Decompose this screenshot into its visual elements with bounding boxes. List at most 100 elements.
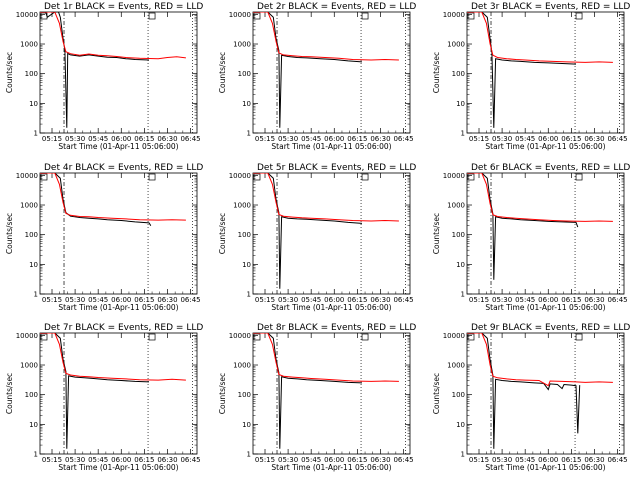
plot-frame <box>252 11 411 134</box>
x-tick-label: 06:15 <box>134 135 154 143</box>
x-tick-label: 05:45 <box>515 135 535 143</box>
panel-det-1: Det 1r BLACK = Events, RED = LLD 1 10 100 10… <box>5 2 203 151</box>
series-red <box>253 173 399 222</box>
x-tick-label: 06:45 <box>180 135 200 143</box>
x-tick-label: 05:15 <box>469 296 489 304</box>
series-black <box>253 12 363 128</box>
x-axis-label: Start Time (01-Apr-11 05:06:00) <box>485 463 605 472</box>
x-tick-label: 06:30 <box>584 456 604 464</box>
plot-frame <box>39 332 198 455</box>
plot-area <box>253 333 406 454</box>
marker-box <box>148 12 156 20</box>
y-tick-label: 10000 <box>16 332 38 340</box>
y-tick-label: 1000 <box>447 41 465 49</box>
series-red <box>40 173 186 221</box>
plot-area <box>467 333 620 454</box>
y-tick-label: 1000 <box>20 41 38 49</box>
x-tick-label: 05:30 <box>278 135 298 143</box>
x-axis-label: Start Time (01-Apr-11 05:06:00) <box>485 142 605 151</box>
y-tick-label: 1000 <box>233 202 251 210</box>
x-tick-label: 06:00 <box>111 456 131 464</box>
x-tick-label: 05:45 <box>301 456 321 464</box>
x-tick-label: 05:30 <box>65 456 85 464</box>
x-axis-label: Start Time (01-Apr-11 05:06:00) <box>271 142 391 151</box>
y-tick-label: 100 <box>25 391 38 399</box>
x-tick-label: 06:45 <box>393 296 413 304</box>
x-tick-label: 06:45 <box>607 456 627 464</box>
y-tick-label: 10000 <box>16 11 38 19</box>
x-tick-label: 06:30 <box>370 135 390 143</box>
x-tick-label: 06:30 <box>370 296 390 304</box>
corner-marker-box <box>40 333 48 341</box>
series-black <box>40 173 152 226</box>
x-axis-label: Start Time (01-Apr-11 05:06:00) <box>58 303 178 312</box>
plot-frame <box>466 332 625 455</box>
x-tick-label: 05:15 <box>255 296 275 304</box>
x-tick-label: 05:15 <box>255 456 275 464</box>
y-tick-label: 1 <box>247 291 251 299</box>
x-tick-label: 06:00 <box>324 135 344 143</box>
series-red <box>467 12 613 63</box>
x-tick-label: 06:45 <box>180 296 200 304</box>
x-tick-label: 05:30 <box>492 135 512 143</box>
x-tick-label: 05:30 <box>492 296 512 304</box>
series-black <box>40 12 150 128</box>
plot-frame <box>466 172 625 295</box>
marker-box <box>361 173 369 181</box>
x-tick-label: 06:00 <box>538 296 558 304</box>
y-tick-label: 1000 <box>20 202 38 210</box>
x-tick-label: 05:45 <box>515 296 535 304</box>
y-tick-label: 1 <box>461 291 465 299</box>
corner-marker-box <box>253 12 261 20</box>
y-tick-label: 1000 <box>20 362 38 370</box>
y-tick-label: 10000 <box>229 11 251 19</box>
panel-det-5: Det 5r BLACK = Events, RED = LLD 1 10 100 10… <box>218 163 416 312</box>
x-tick-label: 06:45 <box>393 456 413 464</box>
y-tick-label: 10 <box>456 261 465 269</box>
panel-det-3: Det 3r BLACK = Events, RED = LLD 1 10 100 10… <box>432 2 630 151</box>
y-tick-label: 100 <box>25 231 38 239</box>
x-tick-label: 05:30 <box>278 456 298 464</box>
y-tick-label: 1000 <box>233 362 251 370</box>
x-tick-label: 06:15 <box>347 456 367 464</box>
x-tick-label: 05:15 <box>42 456 62 464</box>
x-tick-label: 06:30 <box>157 296 177 304</box>
plot-frame <box>39 11 198 134</box>
y-axis-label: Counts/sec <box>432 52 441 93</box>
marker-box <box>361 333 369 341</box>
marker-box <box>575 12 583 20</box>
y-tick-label: 10 <box>29 100 38 108</box>
marker-box <box>575 333 583 341</box>
plot-area <box>467 12 620 133</box>
panel-title: Det 8r BLACK = Events, RED = LLD <box>257 323 416 333</box>
panel-title: Det 1r BLACK = Events, RED = LLD <box>44 2 203 12</box>
plot-frame <box>252 332 411 455</box>
y-tick-label: 100 <box>452 391 465 399</box>
x-tick-label: 05:45 <box>515 456 535 464</box>
corner-marker-box <box>467 12 475 20</box>
panel-det-2: Det 2r BLACK = Events, RED = LLD 1 10 100 10… <box>218 2 416 151</box>
y-tick-label: 10000 <box>16 172 38 180</box>
series-black <box>253 333 363 449</box>
series-red <box>253 12 399 61</box>
x-tick-label: 06:30 <box>584 135 604 143</box>
y-tick-label: 1 <box>247 130 251 138</box>
x-tick-label: 05:30 <box>65 135 85 143</box>
corner-marker-box <box>467 333 475 341</box>
panel-det-9: Det 9r BLACK = Events, RED = LLD 1 10 100 10… <box>432 323 630 472</box>
x-tick-label: 05:30 <box>278 296 298 304</box>
y-tick-label: 1 <box>34 451 38 459</box>
series-red <box>40 12 186 60</box>
plot-area <box>40 333 193 454</box>
marker-box <box>575 173 583 181</box>
y-tick-label: 10000 <box>443 172 465 180</box>
marker-box <box>148 173 156 181</box>
y-tick-label: 1000 <box>447 202 465 210</box>
panel-det-6: Det 6r BLACK = Events, RED = LLD 1 10 100 10… <box>432 163 630 312</box>
x-tick-label: 06:00 <box>111 135 131 143</box>
x-axis-label: Start Time (01-Apr-11 05:06:00) <box>58 142 178 151</box>
corner-marker-box <box>40 173 48 181</box>
series-red <box>253 333 399 382</box>
y-axis-label: Counts/sec <box>218 373 227 414</box>
